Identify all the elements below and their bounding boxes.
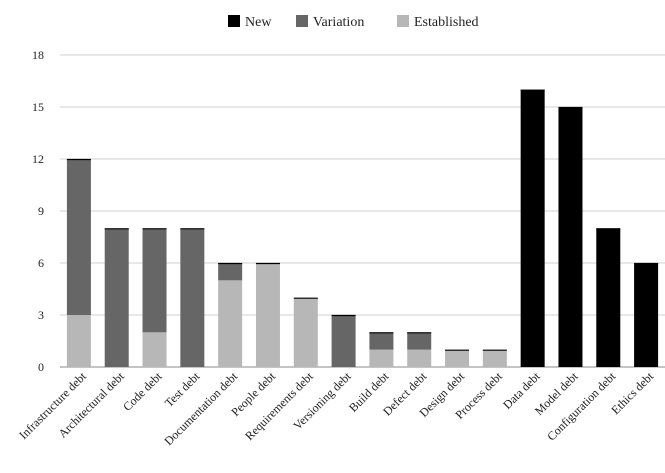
y-tick-label: 3 — [38, 308, 44, 322]
legend: New Variation Established — [228, 15, 479, 30]
bar-segment-established — [142, 332, 167, 367]
x-tick-label: Infrastructure debt — [16, 369, 89, 442]
x-tick-label: Requirements debt — [242, 369, 316, 443]
legend-label: Variation — [313, 15, 364, 30]
x-tick-label: Code debt — [120, 369, 165, 414]
bar-segment-established — [255, 263, 280, 367]
legend-label: Established — [414, 15, 479, 30]
x-tick-label: Architectural debt — [55, 369, 127, 441]
bar-segment-established — [66, 315, 91, 367]
bar-segment-variation — [407, 332, 432, 350]
legend-label: New — [245, 15, 272, 30]
bar-segment-variation — [142, 228, 167, 333]
legend-item-established: Established — [397, 15, 479, 30]
bar-segment-variation — [180, 228, 205, 367]
legend-swatch — [228, 15, 240, 27]
legend-item-variation: Variation — [296, 15, 364, 30]
y-tick-label: 12 — [32, 152, 44, 166]
legend-swatch — [296, 15, 308, 27]
bar-segment-variation — [66, 159, 91, 315]
bar-segment-new — [634, 263, 659, 367]
bar-segment-new — [520, 89, 545, 368]
bar-segment-established — [293, 297, 318, 367]
y-tick-label: 0 — [38, 360, 44, 374]
bar-segment-variation — [331, 315, 356, 367]
bar-segment-new — [596, 228, 621, 367]
bar-segment-established — [407, 349, 432, 367]
legend-swatch — [397, 15, 409, 27]
y-tick-label: 9 — [38, 204, 44, 218]
y-tick-label: 6 — [38, 256, 44, 270]
x-tick-label: Ethics debt — [608, 369, 656, 417]
bar-segment-established — [369, 349, 394, 367]
y-tick-label: 18 — [32, 48, 44, 62]
bar-segment-variation — [218, 263, 243, 281]
y-tick-label: 15 — [32, 100, 44, 114]
bar-segment-variation — [104, 228, 129, 367]
bar-layer — [66, 89, 659, 368]
bar-segment-variation — [369, 332, 394, 350]
bar-segment-established — [218, 280, 243, 367]
x-tick-label: Configuration debt — [544, 369, 619, 444]
bar-segment-new — [558, 107, 583, 367]
bar-segment-established — [445, 349, 470, 367]
legend-item-new: New — [228, 15, 272, 30]
bar-segment-established — [482, 349, 507, 367]
